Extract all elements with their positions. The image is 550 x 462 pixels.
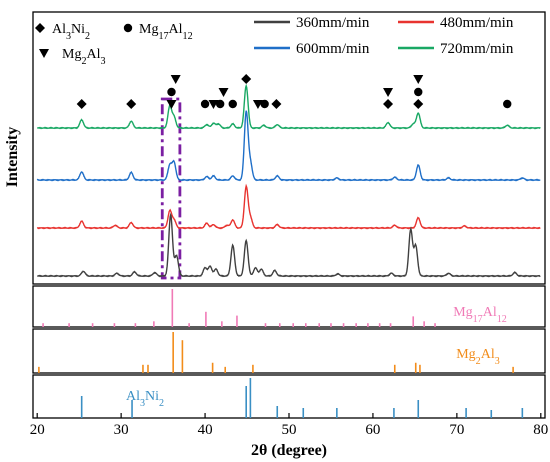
phase-markers: [76, 74, 512, 109]
reference-label: Al3Ni2: [126, 389, 164, 409]
series-line: [36, 110, 541, 182]
circle-marker: [200, 99, 210, 109]
phase-legend: Al3Ni2 Mg17Al12 Mg2Al3: [35, 22, 193, 67]
x-tick-label: 80: [533, 422, 548, 438]
phase-legend-label: Mg17Al12: [139, 22, 193, 42]
x-axis: 20 30 40 50 60 70 80: [30, 413, 548, 438]
panel-frame-0: [32, 11, 546, 285]
legend-label: 480mm/min: [440, 15, 514, 31]
diamond-marker: [241, 74, 252, 84]
highlight-box: [160, 97, 182, 280]
triangle-marker: [166, 100, 177, 109]
diamond-marker: [76, 99, 87, 109]
x-axis-label: 2θ (degree): [251, 442, 327, 459]
diamond-marker: [383, 99, 394, 109]
phase-legend-label: Al3Ni2: [52, 22, 90, 42]
y-axis-label: Intensity: [4, 127, 21, 187]
circle-marker: [228, 99, 237, 109]
x-tick-label: 40: [198, 422, 213, 438]
x-tick-label: 20: [30, 422, 45, 438]
circle-marker: [167, 87, 176, 97]
diffraction-series: [36, 83, 541, 278]
diamond-marker: [271, 99, 282, 109]
reference-patterns: Mg17Al12 Mg2Al3 Al3Ni2: [38, 289, 524, 418]
circle-marker: [215, 99, 225, 109]
triangle-marker: [170, 75, 181, 84]
panel-frame-3: [32, 374, 546, 419]
series-line: [37, 212, 541, 278]
legend-diamond-icon: [35, 23, 45, 33]
panel-frame-2: [32, 328, 546, 374]
x-tick-label: 60: [365, 422, 380, 438]
circle-marker: [414, 87, 423, 97]
highlight-box-rect: [160, 97, 182, 280]
series-legend: 360mm/min 480mm/min 600mm/min 720mm/min: [254, 15, 514, 57]
phase-legend-label: Mg2Al3: [62, 47, 106, 67]
triangle-marker: [413, 75, 424, 84]
legend-label: 360mm/min: [296, 15, 370, 31]
triangle-marker: [252, 100, 263, 109]
x-tick-label: 50: [282, 422, 297, 438]
triangle-marker: [218, 88, 229, 97]
reference-label: Mg17Al12: [453, 305, 507, 325]
legend-label: 600mm/min: [296, 41, 370, 57]
legend-triangle-icon: [39, 49, 49, 58]
reference-label: Mg2Al3: [456, 347, 500, 367]
triangle-marker: [208, 100, 219, 109]
triangle-marker: [383, 88, 394, 97]
legend-label: 720mm/min: [440, 41, 514, 57]
series-line: [36, 83, 541, 130]
x-tick-label: 30: [114, 422, 129, 438]
series-line: [36, 183, 541, 230]
x-tick-label: 70: [449, 422, 464, 438]
circle-marker: [260, 99, 269, 109]
circle-marker: [503, 99, 512, 109]
diamond-marker: [126, 99, 137, 109]
diamond-marker: [413, 99, 424, 109]
panel-frame-1: [32, 285, 546, 328]
legend-circle-icon: [123, 23, 133, 33]
